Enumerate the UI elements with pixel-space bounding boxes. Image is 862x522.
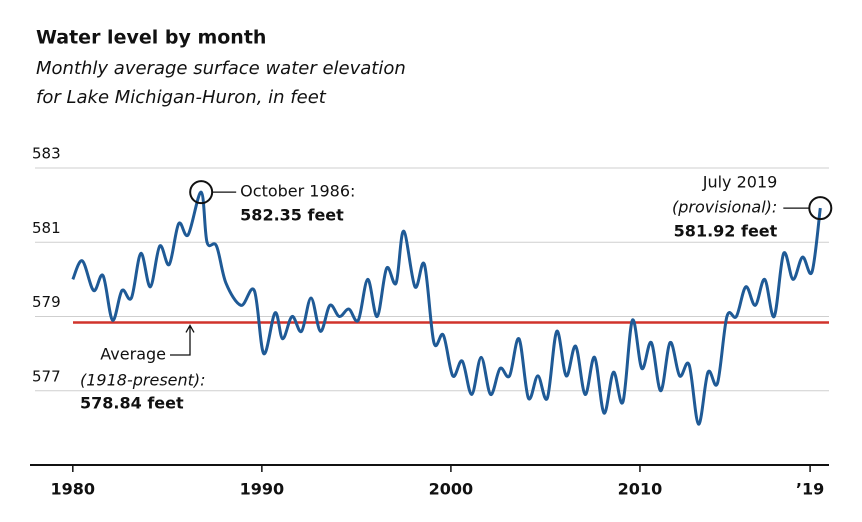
y-tick-label: 583 xyxy=(32,145,61,163)
y-tick-label: 577 xyxy=(32,367,61,385)
y-tick-label: 579 xyxy=(32,293,61,311)
chart-subtitle: for Lake Michigan-Huron, in feet xyxy=(36,87,327,108)
annotation-text: (provisional): xyxy=(672,198,777,217)
x-tick-label: 2010 xyxy=(618,480,663,499)
chart-title: Water level by month xyxy=(36,27,266,49)
x-tick-label: 1990 xyxy=(240,480,285,499)
average-label: Average xyxy=(100,345,166,364)
average-label: 578.84 feet xyxy=(80,394,184,413)
chart-subtitle: Monthly average surface water elevation xyxy=(36,58,406,79)
annotation-text: July 2019 xyxy=(702,173,778,192)
annotation-text: 581.92 feet xyxy=(674,222,778,241)
x-tick-label: 1980 xyxy=(51,480,96,499)
average-label: (1918-present): xyxy=(80,371,206,390)
data-line xyxy=(71,190,822,426)
y-tick-label: 581 xyxy=(32,219,61,237)
average-arrow xyxy=(170,324,195,356)
annotation-text: 582.35 feet xyxy=(240,206,344,225)
annotation-text: October 1986: xyxy=(240,182,355,201)
x-tick-label: ’19 xyxy=(796,480,824,499)
x-tick-label: 2000 xyxy=(429,480,474,499)
